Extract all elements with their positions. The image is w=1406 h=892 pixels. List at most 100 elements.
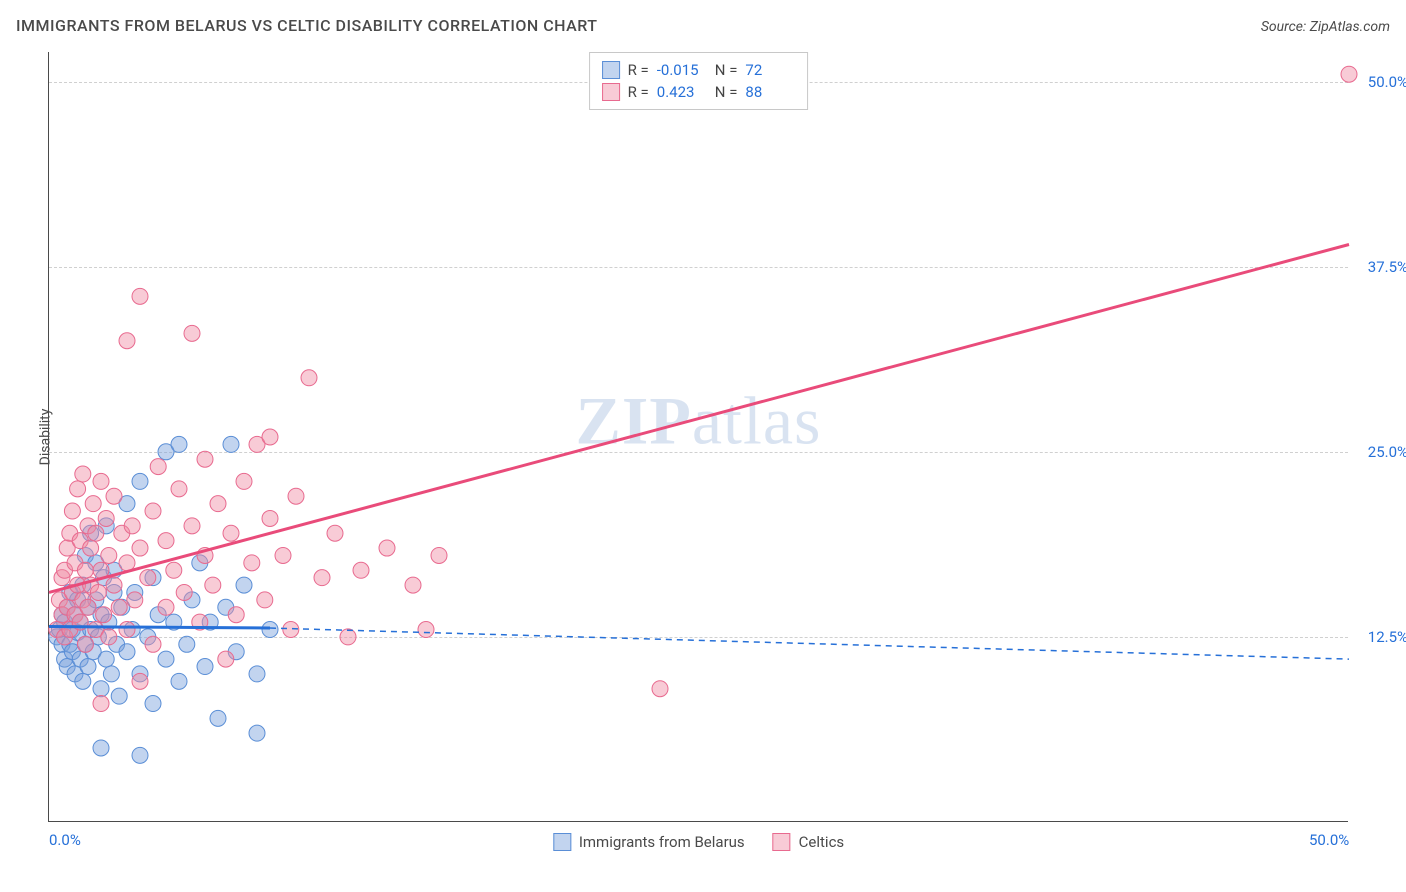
data-point-belarus	[145, 696, 161, 712]
data-point-celtics	[140, 570, 156, 586]
data-point-belarus	[119, 644, 135, 660]
data-point-celtics	[327, 525, 343, 541]
y-tick-label: 12.5%	[1353, 628, 1406, 646]
data-point-celtics	[119, 333, 135, 349]
data-point-celtics	[431, 547, 447, 563]
data-point-celtics	[150, 459, 166, 475]
data-point-celtics	[158, 533, 174, 549]
r-value-blue: -0.015	[657, 59, 707, 81]
data-point-belarus	[98, 651, 114, 667]
data-point-belarus	[179, 636, 195, 652]
data-point-celtics	[218, 651, 234, 667]
data-point-celtics	[145, 503, 161, 519]
data-point-celtics	[80, 599, 96, 615]
data-point-belarus	[236, 577, 252, 593]
data-point-celtics	[223, 525, 239, 541]
data-point-celtics	[228, 607, 244, 623]
r-label: R =	[628, 59, 649, 81]
trendline-celtics	[49, 245, 1349, 593]
x-tick-label: 0.0%	[49, 831, 81, 849]
data-point-belarus	[132, 473, 148, 489]
legend-label-belarus: Immigrants from Belarus	[579, 833, 745, 851]
swatch-pink	[773, 833, 791, 851]
legend-label-celtics: Celtics	[799, 833, 845, 851]
data-point-celtics	[171, 481, 187, 497]
swatch-blue	[553, 833, 571, 851]
data-point-belarus	[249, 666, 265, 682]
data-point-belarus	[132, 747, 148, 763]
data-point-celtics	[353, 562, 369, 578]
series-legend: Immigrants from Belarus Celtics	[553, 833, 844, 851]
data-point-belarus	[249, 725, 265, 741]
data-point-celtics	[379, 540, 395, 556]
data-point-celtics	[275, 547, 291, 563]
data-point-belarus	[171, 436, 187, 452]
plot-area: Disability 12.5%25.0%37.5%50.0% 0.0%50.0…	[48, 52, 1348, 822]
data-point-celtics	[106, 577, 122, 593]
data-point-celtics	[132, 288, 148, 304]
data-point-celtics	[314, 570, 330, 586]
data-point-belarus	[210, 710, 226, 726]
y-tick-label: 37.5%	[1353, 258, 1406, 276]
data-point-celtics	[205, 577, 221, 593]
n-value-blue: 72	[745, 59, 795, 81]
data-point-celtics	[93, 473, 109, 489]
data-point-celtics	[301, 370, 317, 386]
data-point-celtics	[119, 555, 135, 571]
data-point-celtics	[166, 562, 182, 578]
swatch-blue	[602, 61, 620, 79]
data-point-celtics	[288, 488, 304, 504]
data-point-celtics	[132, 540, 148, 556]
data-point-celtics	[90, 584, 106, 600]
data-point-celtics	[257, 592, 273, 608]
data-point-celtics	[1341, 66, 1357, 82]
data-point-celtics	[340, 629, 356, 645]
data-point-celtics	[184, 325, 200, 341]
data-point-belarus	[111, 688, 127, 704]
data-point-celtics	[101, 547, 117, 563]
data-point-celtics	[106, 488, 122, 504]
data-point-belarus	[80, 659, 96, 675]
legend-row-blue: R = -0.015 N = 72	[602, 59, 796, 81]
correlation-legend: R = -0.015 N = 72 R = 0.423 N = 88	[589, 52, 809, 110]
data-point-celtics	[93, 696, 109, 712]
data-point-belarus	[171, 673, 187, 689]
data-point-celtics	[262, 510, 278, 526]
data-point-celtics	[77, 562, 93, 578]
n-label: N =	[715, 81, 738, 103]
data-point-celtics	[124, 518, 140, 534]
data-point-celtics	[64, 503, 80, 519]
trendline-belarus	[49, 627, 270, 628]
data-point-celtics	[262, 429, 278, 445]
data-point-celtics	[77, 636, 93, 652]
data-point-belarus	[262, 622, 278, 638]
data-point-celtics	[70, 481, 86, 497]
n-label: N =	[715, 59, 738, 81]
chart-header: IMMIGRANTS FROM BELARUS VS CELTIC DISABI…	[16, 16, 1390, 35]
data-point-celtics	[197, 451, 213, 467]
data-point-celtics	[127, 592, 143, 608]
data-point-celtics	[85, 496, 101, 512]
data-point-celtics	[119, 622, 135, 638]
data-point-celtics	[88, 525, 104, 541]
data-point-belarus	[103, 666, 119, 682]
r-label: R =	[628, 81, 649, 103]
data-point-celtics	[98, 510, 114, 526]
data-point-belarus	[158, 651, 174, 667]
data-point-celtics	[176, 584, 192, 600]
scatter-svg	[49, 52, 1348, 821]
r-value-pink: 0.423	[657, 81, 707, 103]
data-point-celtics	[111, 599, 127, 615]
swatch-pink	[602, 83, 620, 101]
data-point-belarus	[75, 673, 91, 689]
data-point-celtics	[145, 636, 161, 652]
data-point-belarus	[93, 740, 109, 756]
data-point-celtics	[652, 681, 668, 697]
data-point-celtics	[418, 622, 434, 638]
chart-title: IMMIGRANTS FROM BELARUS VS CELTIC DISABI…	[16, 16, 598, 35]
data-point-celtics	[405, 577, 421, 593]
data-point-celtics	[101, 629, 117, 645]
data-point-belarus	[93, 681, 109, 697]
y-tick-label: 50.0%	[1353, 73, 1406, 91]
data-point-celtics	[210, 496, 226, 512]
